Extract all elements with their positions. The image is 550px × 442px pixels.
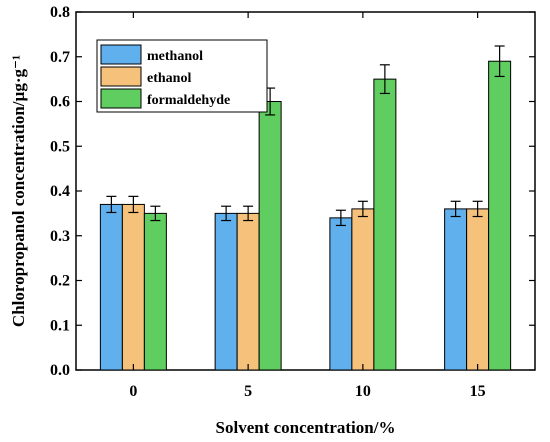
- y-tick-label: 0.3: [50, 228, 70, 245]
- y-axis-ticks: 0.0 0.1 0.2 0.3 0.4 0.5 0.6 0.7 0.8: [50, 4, 535, 379]
- y-tick-label: 0.7: [50, 49, 70, 66]
- y-tick-label: 0.0: [50, 362, 70, 379]
- bars: [99, 45, 512, 371]
- legend-label: methanol: [147, 49, 203, 64]
- x-tick-label: 15: [470, 383, 486, 400]
- y-tick-label: 0.5: [50, 138, 70, 155]
- legend-swatch-ethanol: [100, 66, 142, 87]
- legend-label: ethanol: [147, 71, 191, 86]
- bar-formaldehyde: [373, 78, 397, 371]
- bar-formaldehyde: [488, 60, 512, 371]
- legend: methanol ethanol formaldehyde: [96, 39, 268, 113]
- y-tick-label: 0.8: [50, 4, 70, 21]
- x-tick-label: 0: [129, 383, 137, 400]
- bar-formaldehyde: [143, 212, 167, 371]
- y-tick-label: 0.6: [50, 94, 70, 111]
- bar-methanol: [99, 203, 123, 371]
- y-tick-label: 0.2: [50, 273, 70, 290]
- legend-swatch-formaldehyde: [100, 88, 142, 109]
- bar-methanol: [214, 212, 238, 371]
- x-axis-title: Solvent concentration/%: [216, 418, 396, 437]
- bar-formaldehyde: [258, 101, 282, 371]
- bar-ethanol: [466, 208, 490, 371]
- x-tick-label: 10: [355, 383, 371, 400]
- y-tick-label: 0.4: [50, 183, 70, 200]
- bar-ethanol: [351, 208, 375, 371]
- bar-methanol: [444, 208, 468, 371]
- legend-label: formaldehyde: [147, 93, 230, 108]
- x-axis-ticks: 0 5 10 15: [129, 12, 486, 400]
- y-tick-label: 0.1: [50, 317, 70, 334]
- legend-swatch-methanol: [100, 44, 142, 65]
- bar-ethanol: [236, 212, 260, 371]
- y-axis-title: Chloropropanol concentration/µg·g⁻¹: [9, 55, 28, 327]
- bar-ethanol: [121, 203, 145, 371]
- bar-methanol: [329, 217, 353, 371]
- x-tick-label: 5: [244, 383, 252, 400]
